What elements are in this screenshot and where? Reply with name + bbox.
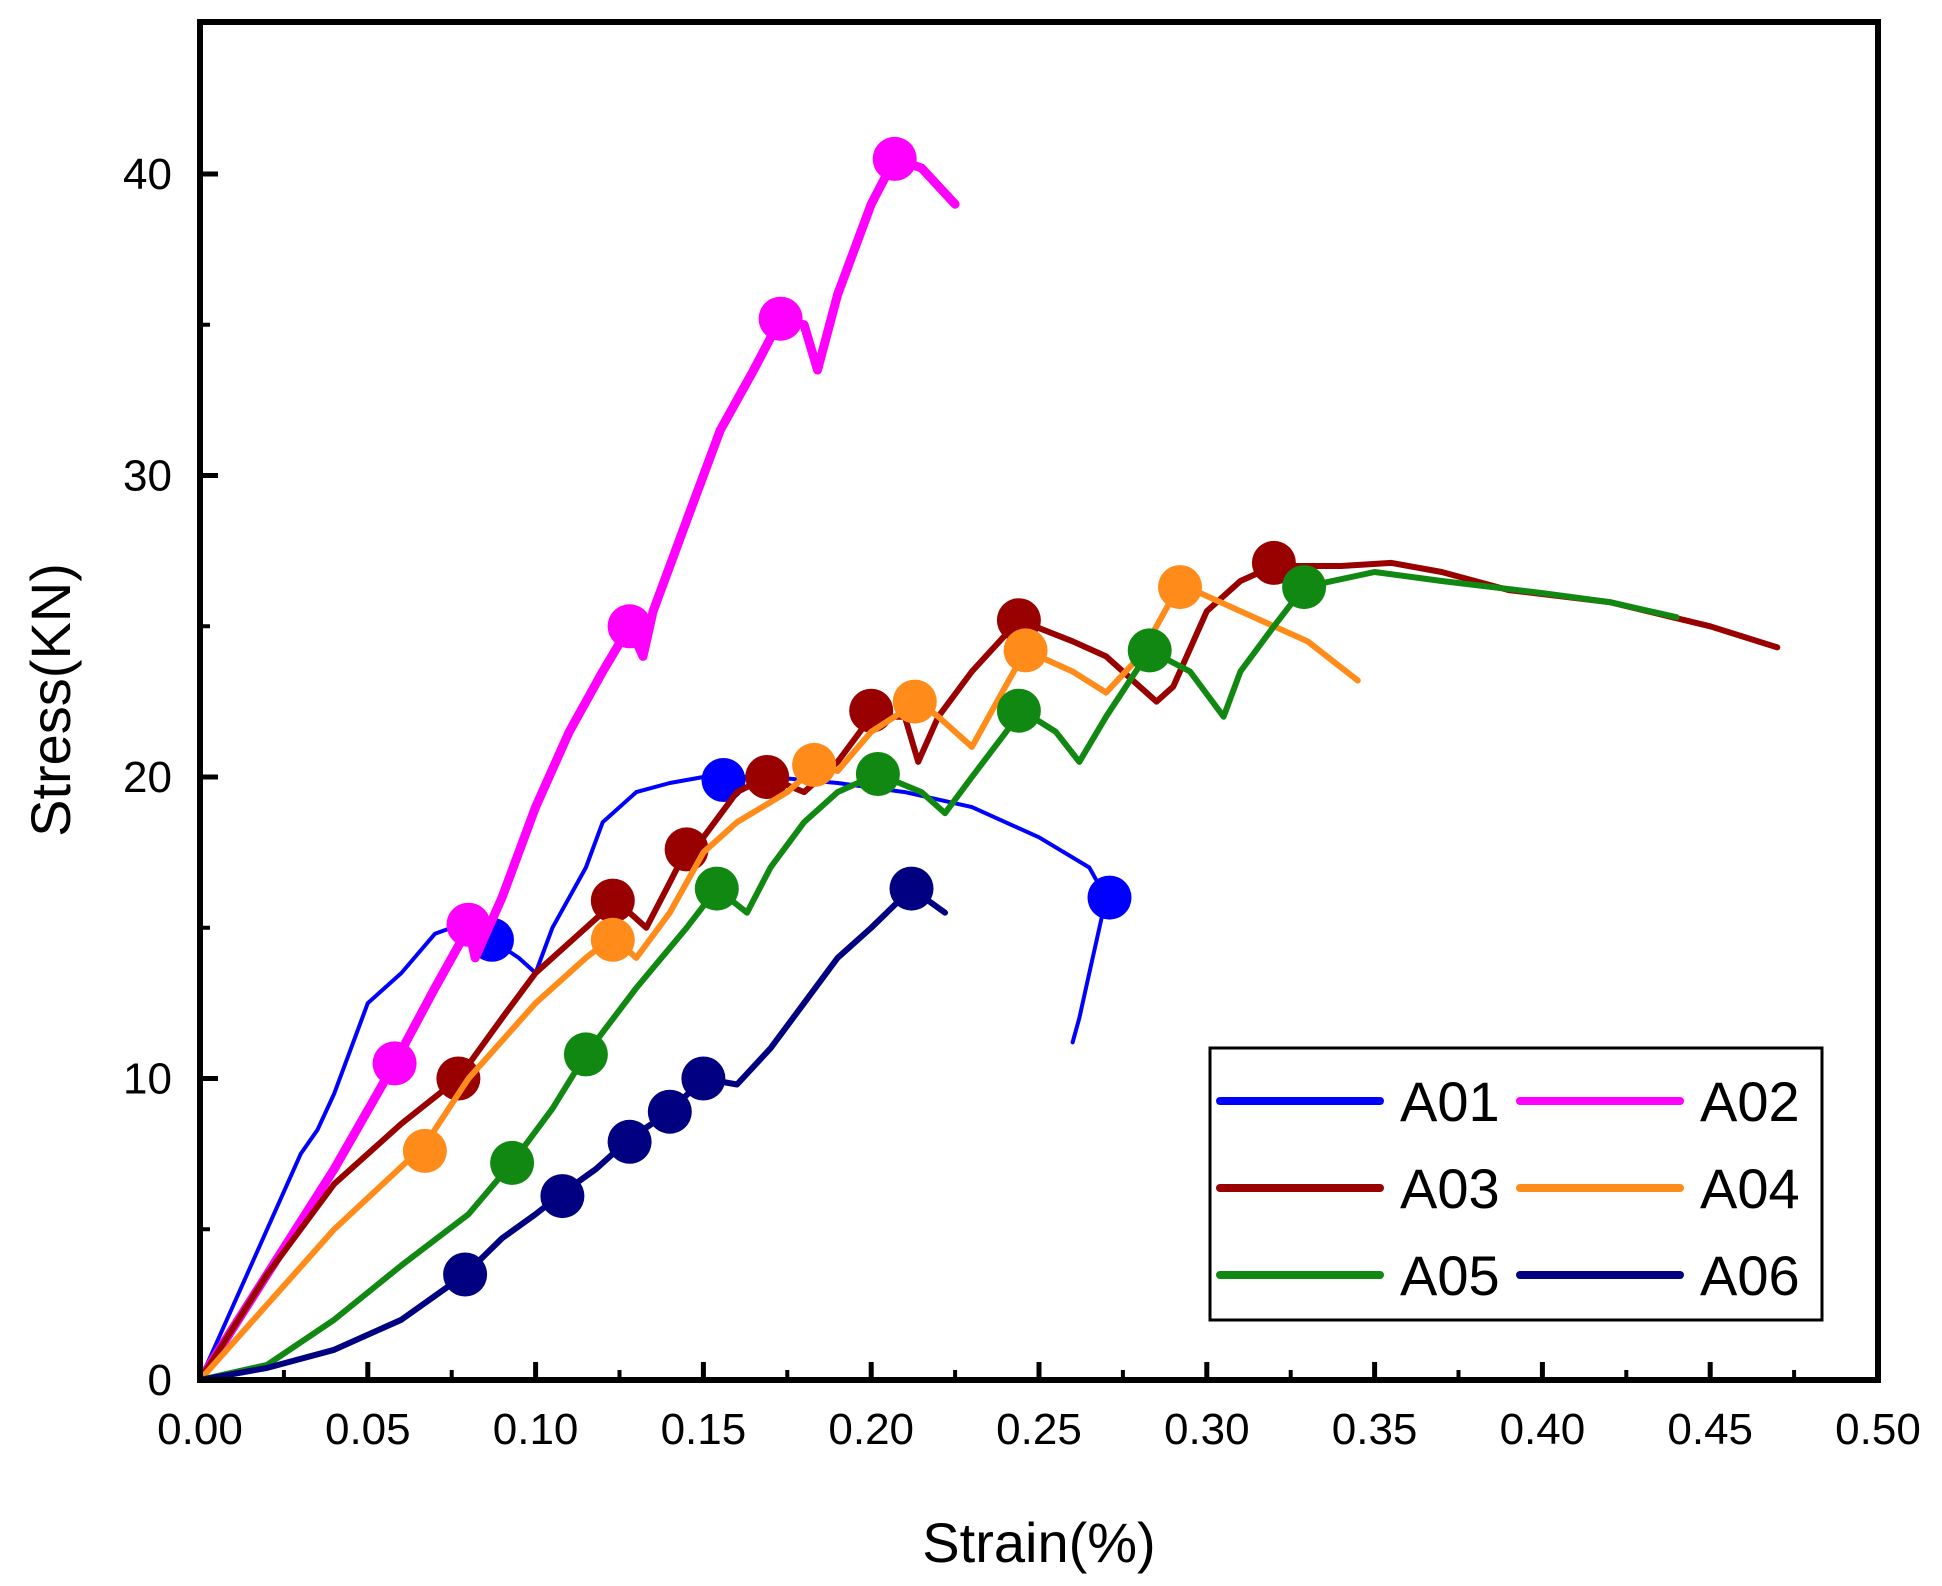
legend-label-a06: A06 (1700, 1244, 1800, 1307)
x-axis-title: Strain(%) (922, 1511, 1155, 1574)
data-point-a06 (607, 1119, 652, 1164)
x-tick-label: 0.15 (661, 1405, 747, 1454)
data-point-a05 (855, 752, 900, 796)
data-point-a02 (758, 296, 803, 341)
data-point-a04 (1003, 628, 1048, 673)
x-tick-label: 0.30 (1164, 1405, 1250, 1454)
data-point-a05 (1127, 628, 1172, 673)
series-line-a01 (200, 775, 1109, 1380)
data-point-a06 (647, 1089, 692, 1134)
data-point-a04 (1158, 565, 1202, 610)
x-tick-label: 0.45 (1667, 1405, 1753, 1454)
data-point-a02 (872, 136, 917, 181)
x-tick-label: 0.25 (996, 1405, 1082, 1454)
x-tick-label: 0.40 (1500, 1405, 1586, 1454)
data-point-a03 (1251, 540, 1296, 585)
data-point-a01 (1087, 875, 1132, 920)
legend-label-a03: A03 (1400, 1157, 1500, 1220)
series-a06 (200, 866, 948, 1380)
y-tick-label: 20 (123, 753, 172, 802)
data-point-a05 (996, 688, 1041, 733)
x-tick-label: 0.00 (157, 1405, 243, 1454)
data-point-a03 (590, 878, 635, 923)
ticks-layer: 0.00 0.05 0.10 0.15 0.20 0.25 0.30 0.35 0.40 0.45… (123, 150, 1921, 1454)
data-point-a04 (402, 1128, 447, 1173)
legend-label-a05: A05 (1400, 1244, 1500, 1307)
y-tick-label: 0 (148, 1356, 172, 1405)
data-point-a05 (694, 866, 739, 911)
data-point-a04 (892, 679, 937, 724)
data-point-a03 (436, 1056, 481, 1101)
data-point-a05 (563, 1032, 608, 1077)
data-point-a02 (446, 902, 491, 947)
data-point-a03 (745, 755, 790, 799)
x-tick-label: 0.05 (325, 1405, 411, 1454)
legend-label-a01: A01 (1400, 1070, 1500, 1133)
data-point-a06 (889, 866, 934, 911)
data-point-a06 (443, 1252, 488, 1297)
x-tick-label: 0.50 (1835, 1405, 1921, 1454)
data-point-a03 (664, 827, 709, 872)
series-line-a05 (200, 569, 1680, 1380)
data-point-a01 (701, 758, 746, 802)
data-point-a06 (681, 1056, 726, 1101)
legend-label-a02: A02 (1700, 1070, 1800, 1133)
data-point-a04 (590, 917, 635, 962)
x-tick-label: 0.10 (493, 1405, 579, 1454)
data-point-a06 (540, 1174, 585, 1219)
x-tick-label: 0.20 (828, 1405, 914, 1454)
series-a02 (200, 136, 960, 1380)
y-tick-label: 10 (123, 1055, 172, 1104)
series-a04 (200, 565, 1361, 1380)
data-point-a03 (849, 688, 894, 733)
data-point-a05 (490, 1140, 535, 1185)
data-point-a02 (372, 1041, 417, 1086)
legend: A01 A02 A03 A04 A05 A06 (1208, 1046, 1824, 1322)
data-point-a04 (792, 742, 837, 787)
x-tick-label: 0.35 (1332, 1405, 1418, 1454)
y-tick-label: 30 (123, 452, 172, 501)
data-point-a02 (607, 604, 652, 649)
y-axis-title: Stress(KN) (19, 563, 82, 837)
series-a05 (200, 565, 1680, 1380)
data-point-a05 (1282, 565, 1327, 610)
series-line-a02 (200, 154, 960, 1380)
legend-label-a04: A04 (1700, 1157, 1800, 1220)
y-tick-label: 40 (123, 150, 172, 199)
series-layer (200, 136, 1781, 1380)
